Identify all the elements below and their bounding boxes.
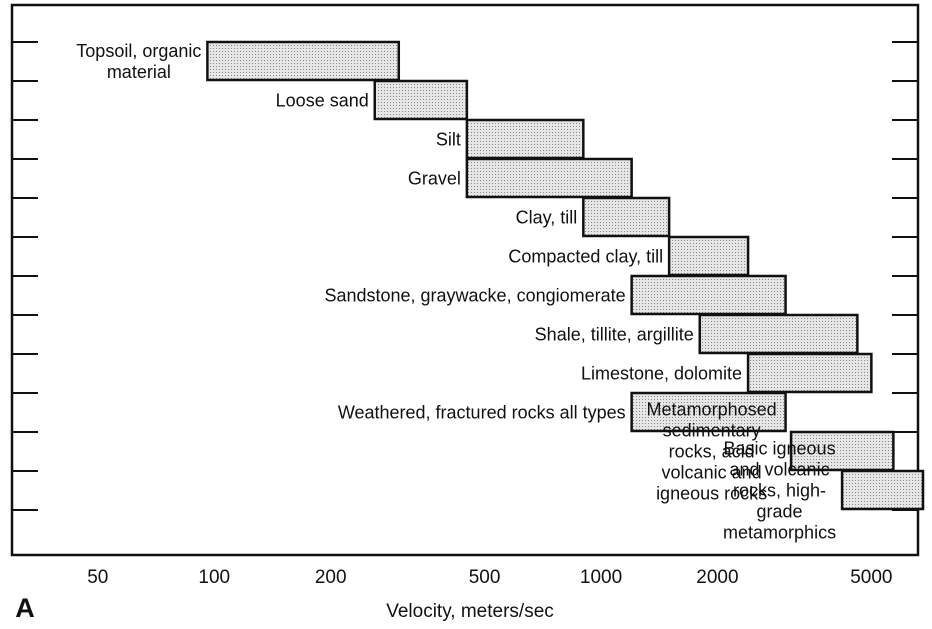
x-tick-label: 100 <box>198 567 230 588</box>
range-bar <box>582 196 671 238</box>
range-bar <box>698 313 859 355</box>
category-label: Weathered, fractured rocks all types <box>337 402 626 422</box>
range-bar <box>206 40 401 82</box>
plot-frame <box>10 3 920 557</box>
range-bar <box>746 352 873 394</box>
range-bar <box>373 79 469 121</box>
x-tick-label: 5000 <box>850 567 892 588</box>
category-label: Compacted clay, till <box>508 246 664 266</box>
category-label: Shale, tillite, argillite <box>534 324 694 344</box>
x-tick-label: 500 <box>469 567 501 588</box>
category-label: Clay, till <box>515 207 578 227</box>
category-label: Gravel <box>407 168 461 188</box>
x-tick-label: 50 <box>87 567 108 588</box>
category-label: Metamorphosed sedimentary rocks, acid vo… <box>646 399 777 503</box>
category-label: Limestone, dolomite <box>580 363 743 383</box>
x-axis-label: Velocity, meters/sec <box>386 601 554 622</box>
panel-label: A <box>15 593 35 623</box>
range-bar <box>630 274 787 316</box>
category-label: Sandstone, graywacke, congiomerate <box>324 285 626 305</box>
x-tick-label: 1000 <box>580 567 622 588</box>
category-label: Loose sand <box>275 90 369 110</box>
category-label: Basic igneous and volcanic rocks, high-g… <box>723 438 837 542</box>
category-label: Silt <box>435 129 461 149</box>
range-bar <box>630 391 787 433</box>
x-tick-label: 2000 <box>696 567 738 588</box>
range-bar <box>465 118 585 160</box>
range-bar <box>465 157 633 199</box>
range-bar <box>840 469 925 511</box>
x-tick-label: 200 <box>315 567 347 588</box>
range-bar <box>667 235 750 277</box>
category-label: Topsoil, organic material <box>76 40 202 82</box>
